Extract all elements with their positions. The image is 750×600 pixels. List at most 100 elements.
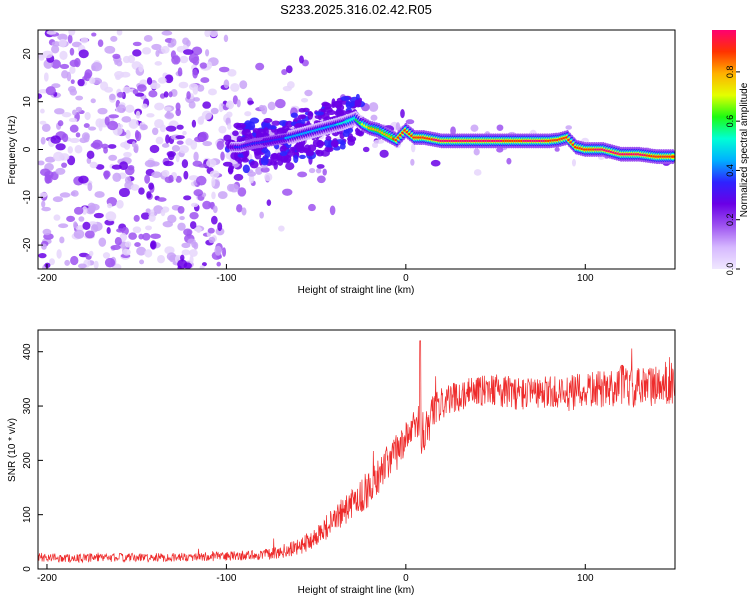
spectrogram-cell [496,124,504,131]
spectrogram-cell [290,112,299,118]
snr-y-axis: 0 100 200 300 400 [22,343,43,572]
y-tick-label: 0 [22,566,33,572]
spectrogram-cell [206,159,217,168]
spectrogram-cell [163,91,169,98]
spectrogram-cell [51,41,61,47]
spectrogram-cell [160,208,166,217]
spectrogram-cell [201,110,212,121]
spectrogram-cell [58,223,69,229]
spectrogram-cell [202,140,213,147]
spectrogram-cell [128,118,139,129]
spectrogram-cell [77,78,85,87]
spectrogram-cell [263,127,269,136]
spectrogram-cell [220,151,225,161]
spectrogram-cell [98,237,107,247]
spectrogram-cell [271,120,281,126]
spectrogram-cell [104,45,116,54]
spectrogram-cell [119,233,128,242]
spectrogram-cell [236,99,241,108]
spectrogram-cell [41,243,47,250]
spectrogram-cell [133,143,139,154]
spectrogram-cell [295,145,304,152]
spectrogram-cell [117,104,126,114]
spectrogram-cell [116,91,125,98]
spectrogram-cell [38,253,47,259]
spectrogram-cell [164,246,175,255]
spectrogram-cell [43,72,49,82]
spectrogram-cell [57,33,68,41]
spectrogram-cell [52,196,64,203]
spectrogram-cell [210,107,219,115]
spectrogram-cell [124,241,132,248]
spectrogram-cell [362,146,370,153]
spectrogram-cell [347,138,356,146]
spectrogram-cell [150,233,161,239]
spectrogram-cell [68,30,76,36]
spectrogram-cell [241,128,252,137]
spectrogram-cell [165,125,177,132]
spectrogram-cell [141,47,152,55]
spectrogram-cell [208,236,216,244]
spectrogram-cell [212,205,218,214]
spectrogram-cell [379,149,389,158]
spectrogram-cell [322,168,327,176]
spectrogram-cell [91,32,97,37]
colorbar-label: Normalized spectral amplitude [739,82,750,217]
spectrogram-cell [38,93,43,100]
spectrogram-cell [83,123,90,129]
spectrogram-cell [293,154,299,164]
spectrogram-cell [226,111,233,118]
spectrogram-cell [75,225,85,231]
spectrogram-cell [192,86,199,95]
spectrogram-cell [207,88,217,96]
spectrogram-cell [336,104,345,112]
spectrogram-cell [264,149,271,159]
spectrogram-cell [41,123,51,132]
spectrogram-cell [255,166,263,175]
spectrogram-cell [186,91,191,100]
spectrogram-cell [39,120,47,125]
spectrogram-cell [70,255,79,266]
spectrogram-cell [42,50,53,59]
spectrogram-cell [139,79,148,86]
spectrogram-cell [93,260,99,269]
spectrogram-cell [325,135,332,141]
spectrogram-cell [261,121,271,131]
spectrogram-y-label: Frequency (Hz) [7,116,18,185]
spectrogram-cell [58,38,67,48]
spectrogram-cell [144,174,151,184]
spectrogram-cell [104,86,114,93]
spectrogram-cell [151,171,162,178]
spectrogram-cell [164,74,174,84]
spectrogram-cell [194,136,204,143]
spectrogram-cell [161,169,170,177]
y-tick-label: 100 [22,506,33,523]
spectrogram-cell [202,200,212,210]
spectrogram-cell [286,81,295,89]
spectrogram-cell [193,151,199,162]
spectrogram-cell [176,124,184,130]
spectrogram-cell [110,244,121,251]
spectrogram-cell [430,159,441,167]
spectrogram-cell [217,191,228,199]
spectrogram-cell [39,168,51,176]
spectrogram-cell [146,113,155,118]
snr-line [38,340,675,564]
spectrogram-cell [321,101,330,107]
spectrogram-cell [168,174,174,182]
spectrogram-cell [83,133,90,143]
x-tick-label: 0 [403,273,409,284]
spectrogram-cell [143,35,153,42]
spectrogram-cell [171,144,180,152]
spectrogram-cell [204,30,211,38]
spectrogram-x-label: Height of straight line (km) [298,285,415,296]
spectrogram-cell [166,150,176,158]
spectrogram-cell [42,228,52,236]
spectrogram-cell [216,261,221,267]
spectrogram-cell [215,227,225,236]
spectrogram-cell [71,190,79,197]
spectrogram-cell [316,164,325,169]
spectrogram-cell [127,54,136,64]
spectrogram-x-axis: -200 -100 0 100 [37,264,594,284]
spectrogram-cell [355,93,360,100]
